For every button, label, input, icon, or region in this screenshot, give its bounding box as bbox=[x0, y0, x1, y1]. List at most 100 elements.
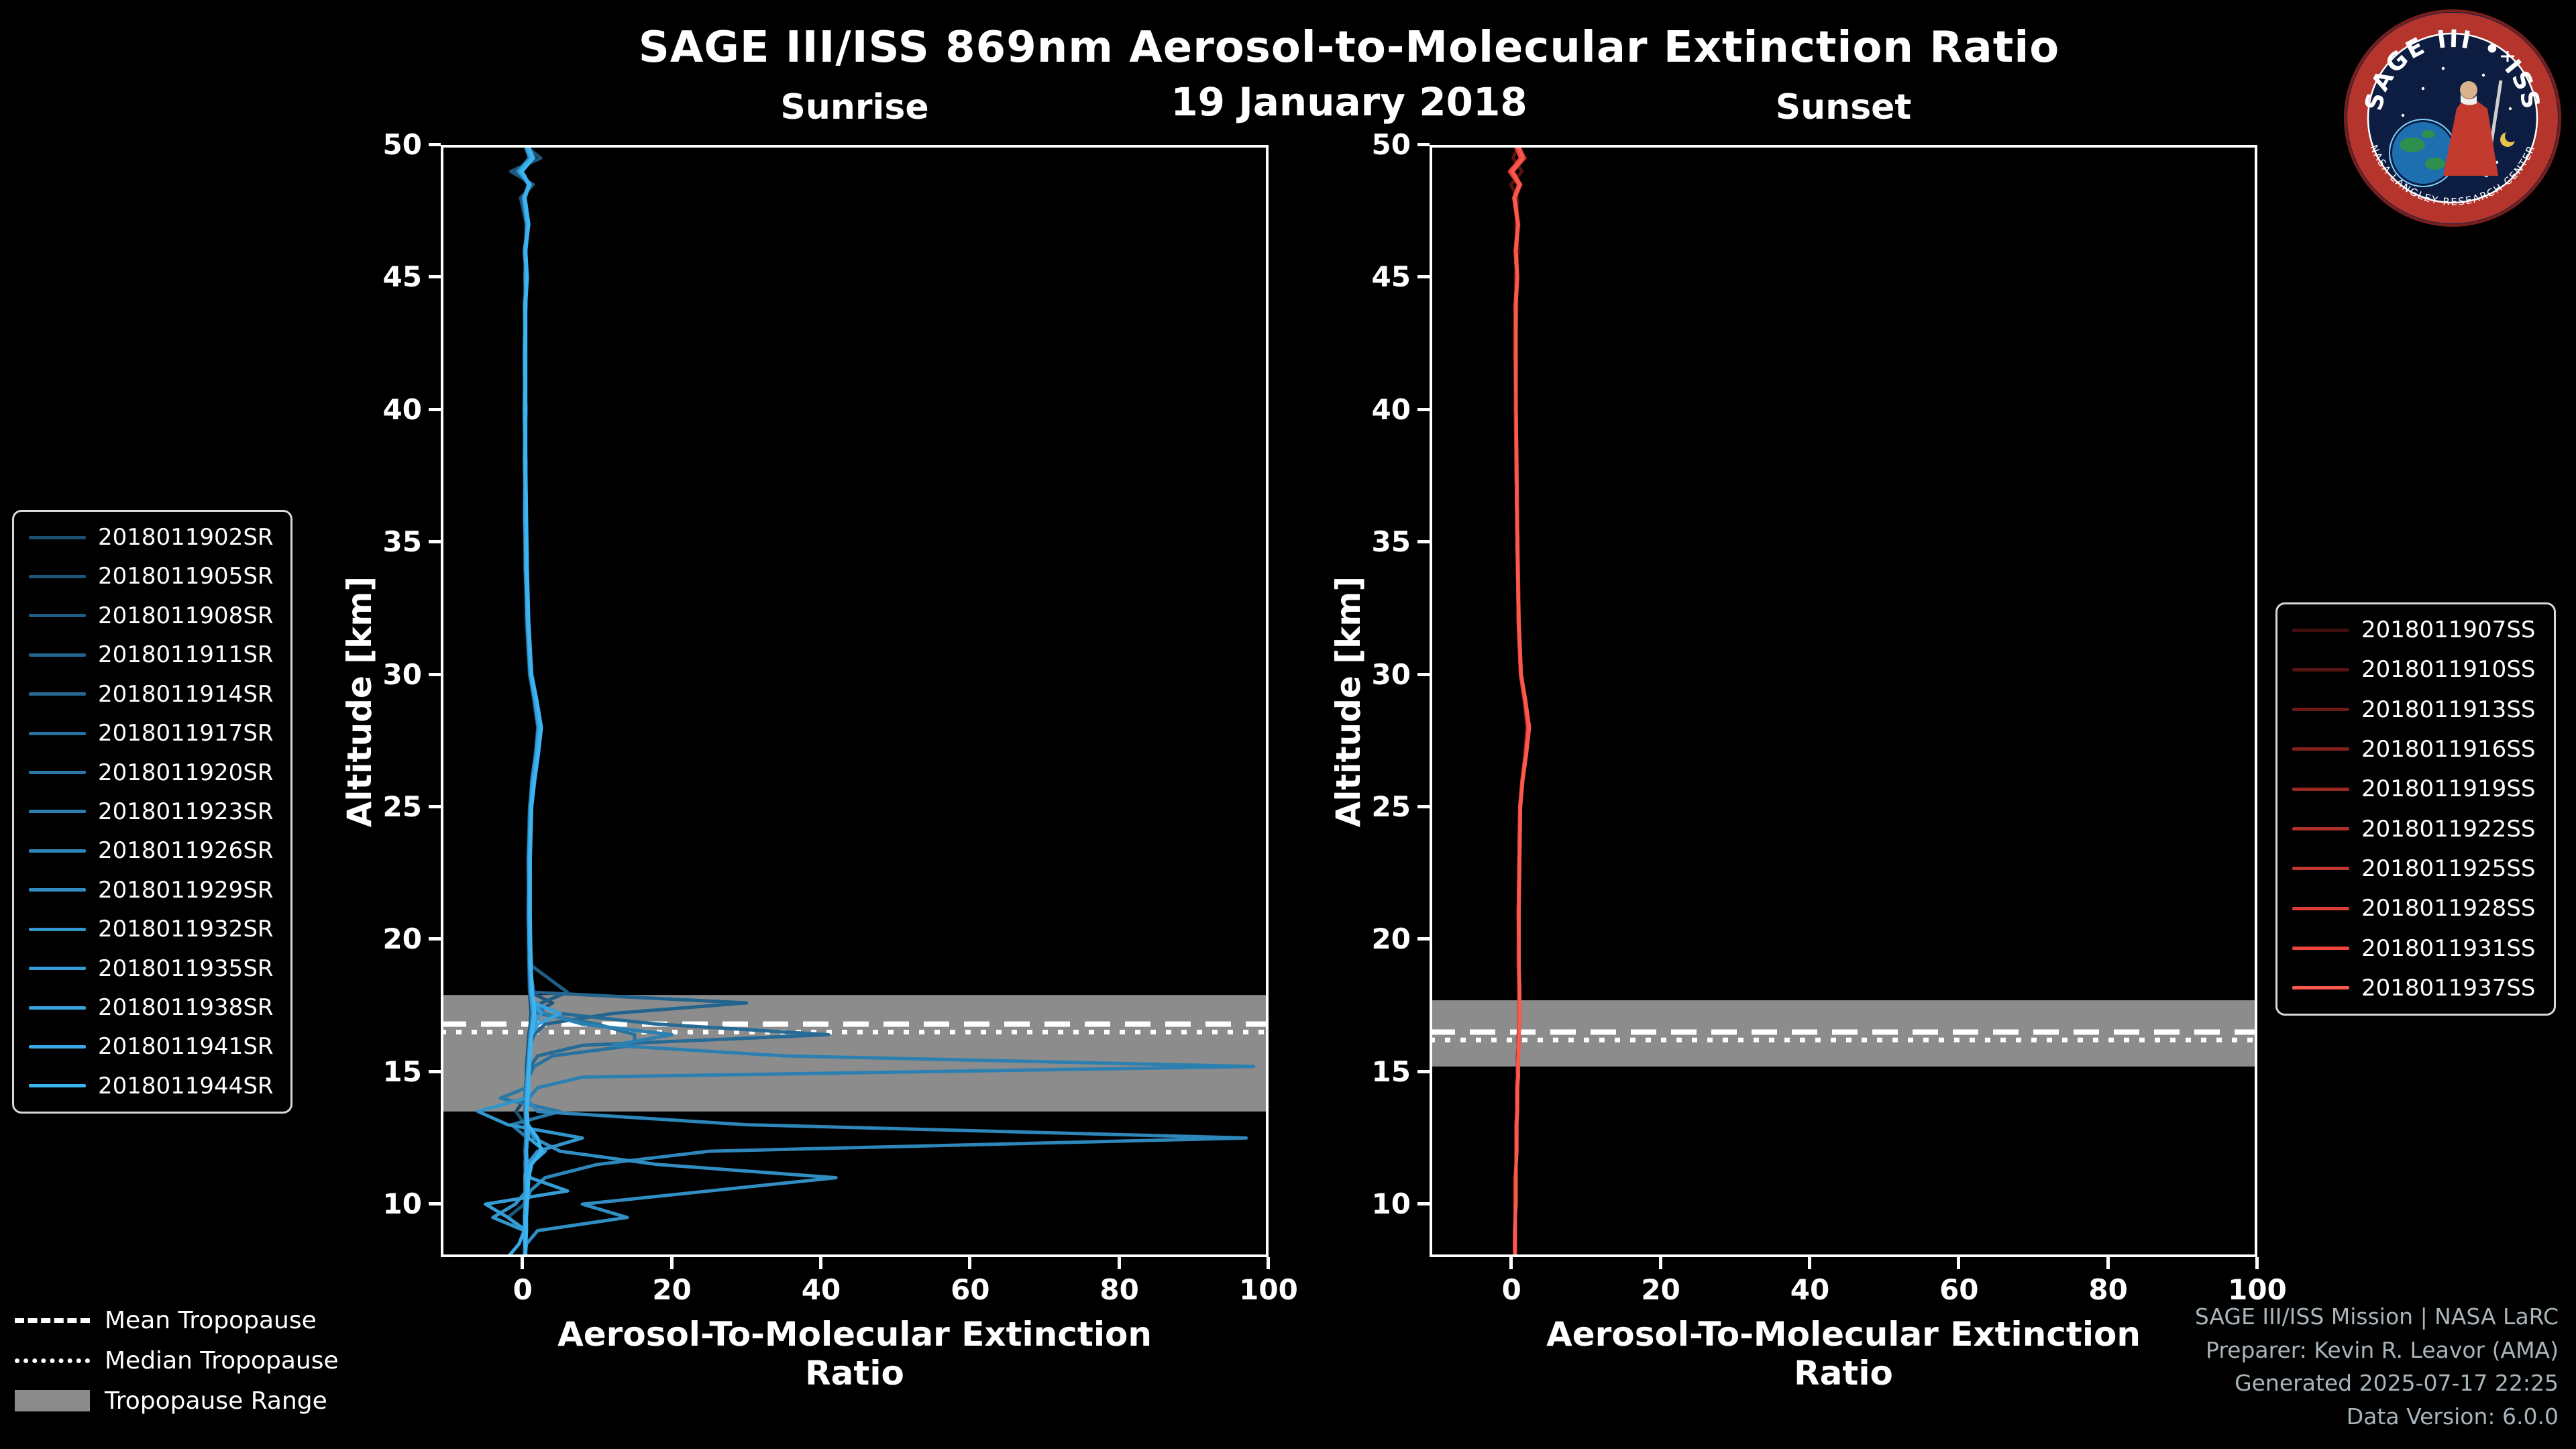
legend-item: 2018011925SS bbox=[2292, 855, 2539, 882]
y-tick-label: 50 bbox=[382, 128, 422, 161]
legend-item: 2018011931SS bbox=[2292, 935, 2539, 962]
legend-line-swatch bbox=[2292, 787, 2349, 791]
profile-line-2018011937SS bbox=[1510, 145, 1532, 1257]
legend-label: 2018011910SS bbox=[2361, 656, 2536, 684]
y-tick-mark bbox=[429, 1202, 441, 1206]
y-tick-mark bbox=[429, 540, 441, 544]
sunrise-plot-area bbox=[441, 145, 1269, 1257]
x-tick-label: 60 bbox=[951, 1273, 990, 1306]
sunset-plot-area bbox=[1430, 145, 2257, 1257]
legend-line-swatch bbox=[2292, 867, 2349, 871]
x-tick-mark bbox=[521, 1257, 525, 1269]
iss-icon bbox=[2501, 51, 2514, 62]
y-tick-mark bbox=[1417, 540, 1430, 544]
x-tick-mark bbox=[669, 1257, 674, 1269]
legend-item: 2018011910SS bbox=[2292, 656, 2539, 683]
legend-item: 2018011941SR bbox=[29, 1033, 276, 1060]
legend-label: 2018011937SS bbox=[2361, 974, 2536, 1002]
y-tick-mark bbox=[1417, 407, 1430, 411]
y-tick-label: 45 bbox=[1371, 260, 1411, 294]
tropopause-legend-row: Tropopause Range bbox=[15, 1386, 339, 1415]
legend-line-swatch bbox=[2292, 708, 2349, 712]
y-tick-mark bbox=[429, 407, 441, 411]
x-tick-label: 0 bbox=[513, 1273, 533, 1306]
legend-label: 2018011923SR bbox=[98, 798, 274, 825]
x-tick-mark bbox=[968, 1257, 972, 1269]
legend-label: 2018011916SS bbox=[2361, 735, 2536, 763]
legend-label: 2018011938SR bbox=[98, 994, 274, 1022]
x-tick-label: 80 bbox=[2088, 1273, 2128, 1306]
figure-beard-icon bbox=[2461, 94, 2477, 105]
y-tick-label: 35 bbox=[1371, 525, 1411, 559]
y-tick-mark bbox=[429, 672, 441, 676]
y-tick-label: 35 bbox=[382, 525, 422, 559]
footer-preparer-line: Preparer: Kevin R. Leavor (AMA) bbox=[2206, 1336, 2559, 1363]
legend-line-swatch bbox=[2292, 827, 2349, 831]
legend-label: 2018011911SR bbox=[98, 641, 274, 669]
y-tick-label: 25 bbox=[1371, 790, 1411, 823]
legend-label: 2018011931SS bbox=[2361, 934, 2536, 962]
legend-item: 2018011911SR bbox=[29, 641, 276, 668]
y-tick-label: 50 bbox=[1371, 128, 1411, 161]
legend-line-swatch bbox=[29, 731, 86, 735]
legend-line-swatch bbox=[2292, 628, 2349, 632]
legend-line-swatch bbox=[29, 692, 86, 696]
legend-item: 2018011908SR bbox=[29, 602, 276, 629]
legend-item: 2018011905SR bbox=[29, 563, 276, 590]
profile-line-2018011944SR bbox=[520, 145, 543, 1257]
legend-line-swatch bbox=[29, 614, 86, 618]
legend-label: 2018011935SR bbox=[98, 955, 274, 982]
legend-item: 2018011916SS bbox=[2292, 736, 2539, 763]
x-tick-mark bbox=[1957, 1257, 1961, 1269]
legend-line-swatch bbox=[2292, 986, 2349, 990]
y-tick-label: 30 bbox=[382, 657, 422, 691]
legend-line-swatch bbox=[29, 574, 86, 578]
y-tick-label: 40 bbox=[382, 392, 422, 426]
y-tick-label: 40 bbox=[1371, 392, 1411, 426]
legend-line-swatch bbox=[2292, 667, 2349, 672]
y-tick-mark bbox=[1417, 1202, 1430, 1206]
legend-item: 2018011902SR bbox=[29, 524, 276, 551]
legend-label: 2018011928SS bbox=[2361, 895, 2536, 922]
y-tick-mark bbox=[429, 275, 441, 279]
footer-credits: SAGE III/ISS Mission | NASA LaRC Prepare… bbox=[2195, 1300, 2559, 1433]
x-tick-mark bbox=[1117, 1257, 1121, 1269]
plot-frame bbox=[1430, 145, 2257, 1257]
legend-line-swatch bbox=[2292, 747, 2349, 751]
x-tick-mark bbox=[2255, 1257, 2259, 1269]
legend-item: 2018011919SS bbox=[2292, 775, 2539, 802]
legend-item: 2018011922SS bbox=[2292, 816, 2539, 843]
legend-line-swatch bbox=[2292, 906, 2349, 910]
y-tick-mark bbox=[1417, 1069, 1430, 1073]
legend-item: 2018011917SR bbox=[29, 720, 276, 747]
legend-line-swatch bbox=[29, 888, 86, 892]
tropopause-range-label: Tropopause Range bbox=[105, 1387, 327, 1415]
mission-patch-logo: SAGE III • ISS NASA LANGLEY RESEARCH CEN… bbox=[2344, 9, 2561, 227]
x-tick-label: 20 bbox=[652, 1273, 692, 1306]
moon-crescent-mask bbox=[2505, 130, 2517, 142]
mean-tropopause-line-sample bbox=[15, 1318, 90, 1323]
x-tick-label: 100 bbox=[2228, 1273, 2287, 1306]
patch-stars bbox=[2401, 66, 2512, 164]
tropopause-legend: Mean Tropopause Median Tropopause Tropop… bbox=[15, 1305, 339, 1415]
x-axis-label-sunrise: Aerosol-To-Molecular Extinction Ratio bbox=[557, 1315, 1152, 1393]
legend-item: 2018011923SR bbox=[29, 798, 276, 825]
legend-line-swatch bbox=[29, 810, 86, 814]
legend-item: 2018011928SS bbox=[2292, 895, 2539, 922]
legend-label: 2018011925SS bbox=[2361, 855, 2536, 882]
x-axis-label-sunset: Aerosol-To-Molecular Extinction Ratio bbox=[1546, 1315, 2141, 1393]
footer-mission-line: SAGE III/ISS Mission | NASA LaRC bbox=[2194, 1303, 2559, 1330]
robed-figure-icon bbox=[2443, 94, 2498, 176]
legend-label: 2018011917SR bbox=[98, 720, 274, 747]
x-tick-mark bbox=[1807, 1257, 1811, 1269]
plot-frame bbox=[441, 145, 1269, 1257]
legend-label: 2018011920SR bbox=[98, 759, 274, 786]
figure-date: 19 January 2018 bbox=[1171, 79, 1527, 125]
legend-item: 2018011926SR bbox=[29, 837, 276, 864]
legend-item: 2018011932SR bbox=[29, 916, 276, 943]
legend-line-swatch bbox=[2292, 947, 2349, 951]
y-tick-label: 15 bbox=[1371, 1055, 1411, 1088]
legend-line-swatch bbox=[29, 535, 86, 539]
panel-title-sunset: Sunset bbox=[1775, 87, 1912, 127]
